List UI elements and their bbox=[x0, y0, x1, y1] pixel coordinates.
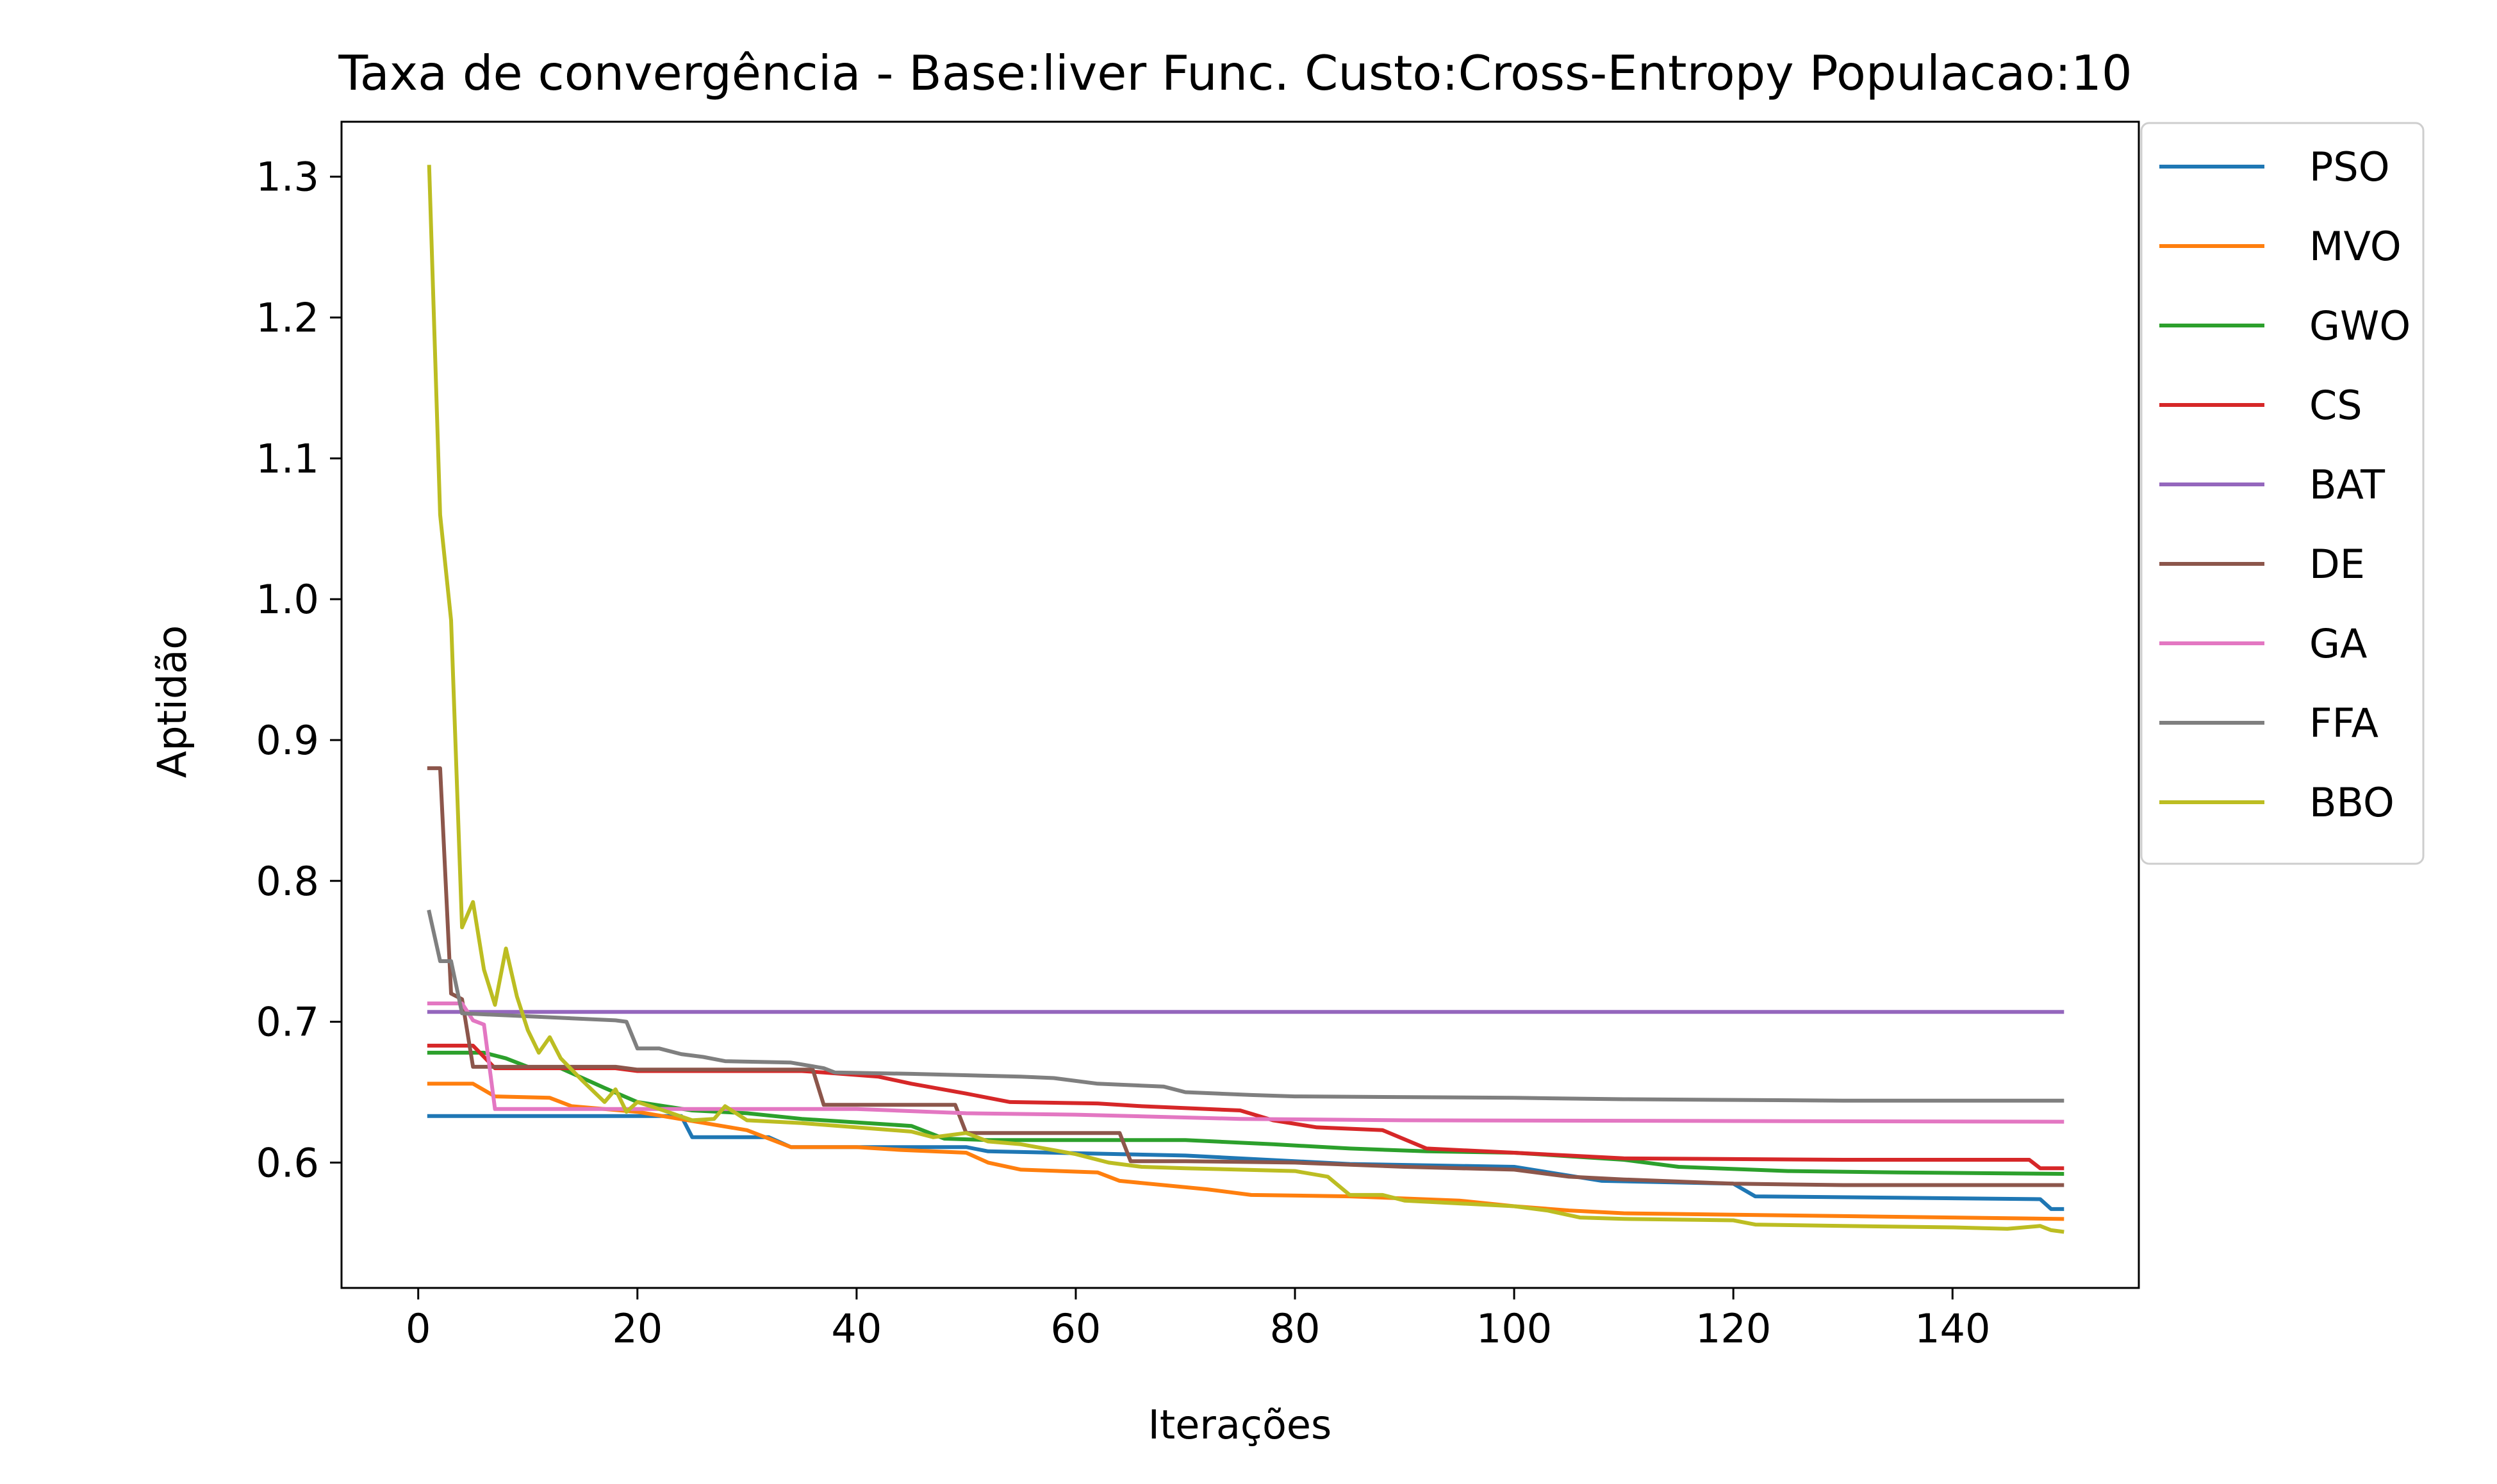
y-tick-label: 0.7 bbox=[256, 999, 319, 1046]
x-tick-label: 60 bbox=[1050, 1305, 1101, 1352]
series-line-ffa bbox=[427, 909, 2064, 1103]
y-tick-label: 1.2 bbox=[256, 295, 319, 342]
x-axis-label: Iterações bbox=[1148, 1401, 1332, 1448]
y-tick-label: 0.9 bbox=[256, 717, 319, 764]
x-tick-label: 40 bbox=[831, 1305, 882, 1352]
axes-frame bbox=[340, 120, 2140, 1289]
y-axis-label: Aptidão bbox=[149, 625, 195, 779]
series-line-de bbox=[427, 766, 2064, 1187]
legend: PSO MVO GWO CS BAT DE GA FFA BBO bbox=[2140, 122, 2425, 865]
legend-label-gwo: GWO bbox=[2309, 302, 2410, 349]
x-tick-label: 120 bbox=[1695, 1305, 1771, 1352]
y-tick-label: 1.1 bbox=[256, 435, 319, 482]
plot-area: 0 20 40 60 80 100 120 140 0.6 0.7 0.8 0.9 1.0 1.1 1.2 1… bbox=[256, 120, 2140, 1352]
y-tick-label: 0.8 bbox=[256, 858, 319, 905]
series-line-bbo bbox=[427, 165, 2064, 1234]
legend-label-bat: BAT bbox=[2309, 461, 2386, 508]
legend-box bbox=[2140, 122, 2425, 865]
x-tick-label: 140 bbox=[1915, 1305, 1990, 1352]
x-tick-label: 20 bbox=[612, 1305, 663, 1352]
legend-label-de: DE bbox=[2309, 541, 2365, 588]
y-tick-label: 1.3 bbox=[256, 154, 319, 201]
legend-label-mvo: MVO bbox=[2309, 223, 2402, 270]
legend-label-ga: GA bbox=[2309, 620, 2367, 667]
y-tick-label: 0.6 bbox=[256, 1139, 319, 1186]
legend-label-bbo: BBO bbox=[2309, 779, 2394, 826]
y-tick-label: 1.0 bbox=[256, 576, 319, 623]
chart-title: Taxa de convergência - Base:liver Func. … bbox=[338, 45, 2132, 101]
legend-label-ffa: FFA bbox=[2309, 700, 2378, 746]
legend-label-cs: CS bbox=[2309, 382, 2362, 429]
x-tick-label: 0 bbox=[406, 1305, 431, 1352]
x-tick-label: 80 bbox=[1270, 1305, 1321, 1352]
legend-label-pso: PSO bbox=[2309, 144, 2390, 190]
x-tick-label: 100 bbox=[1476, 1305, 1552, 1352]
